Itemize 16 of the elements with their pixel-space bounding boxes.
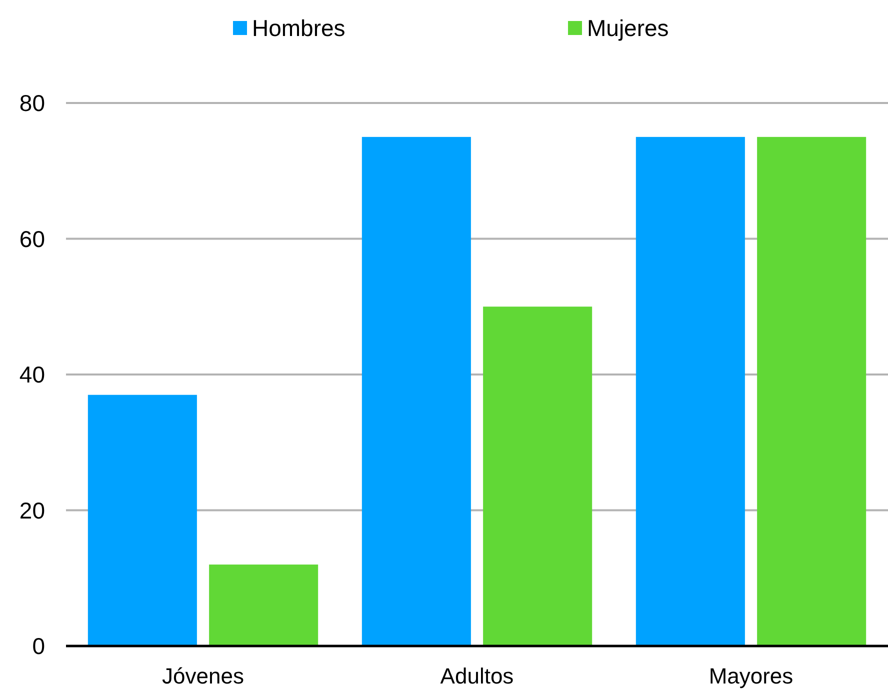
x-tick-label: Adultos [440, 664, 514, 688]
x-tick-label: Mayores [708, 664, 794, 688]
bar [483, 306, 592, 646]
y-tick-label: 20 [19, 497, 45, 524]
legend-label: Mujeres [587, 15, 669, 41]
legend-label: Hombres [252, 15, 346, 41]
bar [636, 136, 745, 646]
y-tick-label: 40 [19, 362, 45, 388]
y-tick-label: 0 [32, 633, 45, 659]
x-tick-label: Jóvenes [162, 664, 244, 688]
bar [757, 136, 866, 646]
y-tick-label: 80 [19, 90, 45, 116]
bar [362, 136, 471, 646]
y-tick-label: 60 [19, 226, 45, 252]
bar [209, 564, 318, 646]
bar [88, 394, 197, 646]
